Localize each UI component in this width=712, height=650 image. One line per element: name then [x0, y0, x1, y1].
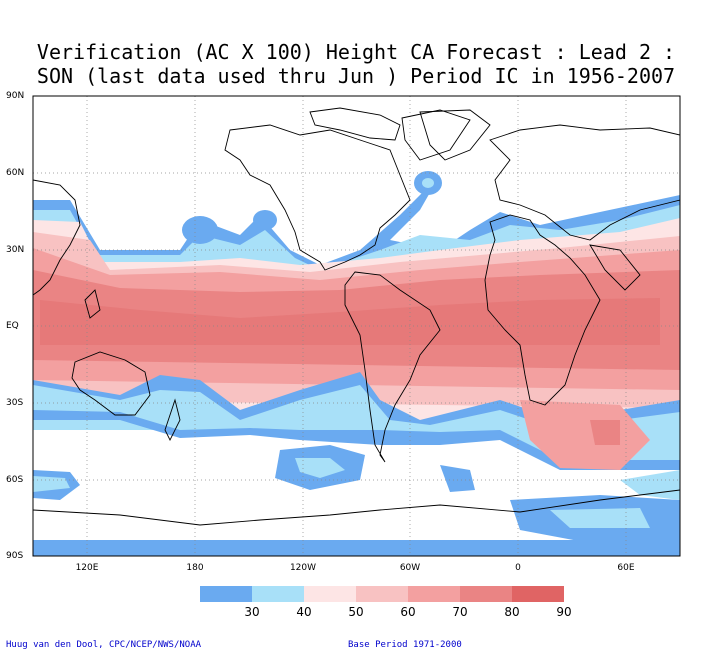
- colorbar-swatch-3: [304, 586, 356, 602]
- colorbar-label-30: 30: [244, 605, 260, 619]
- colorbar-label-40: 40: [296, 605, 312, 619]
- colorbar-label-70: 70: [452, 605, 468, 619]
- lat-label-90s: 90S: [6, 551, 24, 561]
- lon-label-60e: 60E: [617, 563, 635, 573]
- coastlines: [32, 107, 681, 526]
- map-frame: [32, 95, 681, 557]
- colorbar: [200, 586, 564, 602]
- grid-lines: [33, 96, 680, 556]
- colorbar-swatch-7: [512, 586, 564, 602]
- anomaly-field: [33, 96, 680, 556]
- colorbar-swatch-4: [356, 586, 408, 602]
- lon-label-180: 180: [186, 563, 204, 573]
- lat-label-60s: 60S: [6, 475, 24, 485]
- lat-label-90n: 90N: [6, 91, 25, 101]
- lat-label-30s: 30S: [6, 398, 24, 408]
- lat-label-30n: 30N: [6, 245, 25, 255]
- lat-label-eq: EQ: [6, 321, 19, 331]
- colorbar-label-80: 80: [504, 605, 520, 619]
- lon-label-120w: 120W: [289, 563, 317, 573]
- lat-label-60n: 60N: [6, 168, 25, 178]
- colorbar-swatch-2: [252, 586, 304, 602]
- lon-label-120e: 120E: [75, 563, 99, 573]
- colorbar-swatch-1: [200, 586, 252, 602]
- lon-label-0: 0: [515, 563, 521, 573]
- colorbar-swatch-6: [460, 586, 512, 602]
- title-line-2: SON (last data used thru Jun ) Period IC…: [36, 64, 676, 88]
- footer-credit: Huug van den Dool, CPC/NCEP/NWS/NOAA: [6, 640, 202, 650]
- colorbar-swatch-5: [408, 586, 460, 602]
- colorbar-label-60: 60: [400, 605, 416, 619]
- colorbar-label-90: 90: [556, 605, 572, 619]
- lon-label-60w: 60W: [399, 563, 421, 573]
- colorbar-label-50: 50: [348, 605, 364, 619]
- footer-base-period: Base Period 1971-2000: [348, 640, 462, 650]
- title-line-1: Verification (AC X 100) Height CA Foreca…: [36, 40, 676, 64]
